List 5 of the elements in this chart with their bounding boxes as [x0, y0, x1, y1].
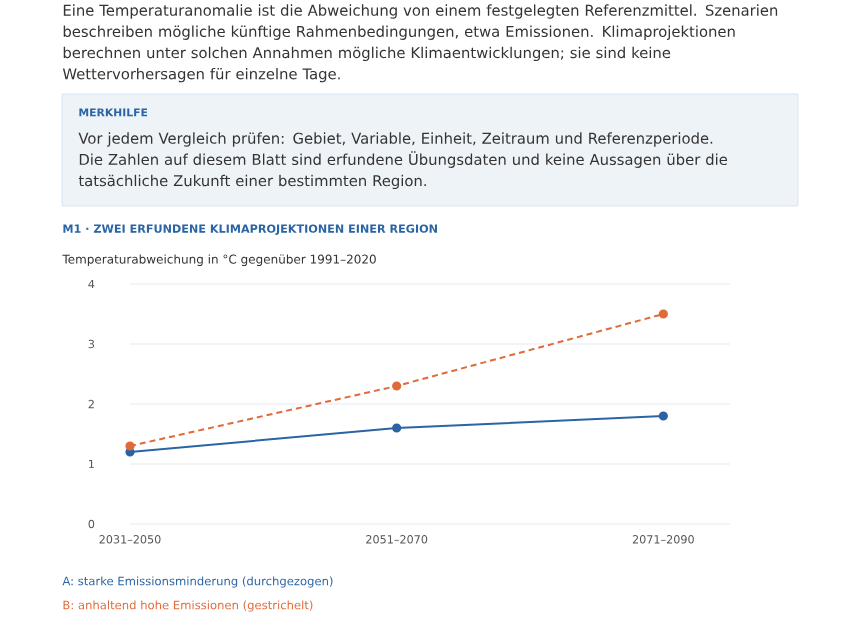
point	[125, 441, 135, 451]
point	[392, 381, 402, 391]
point	[392, 423, 402, 433]
point	[658, 411, 668, 421]
point	[658, 309, 668, 319]
